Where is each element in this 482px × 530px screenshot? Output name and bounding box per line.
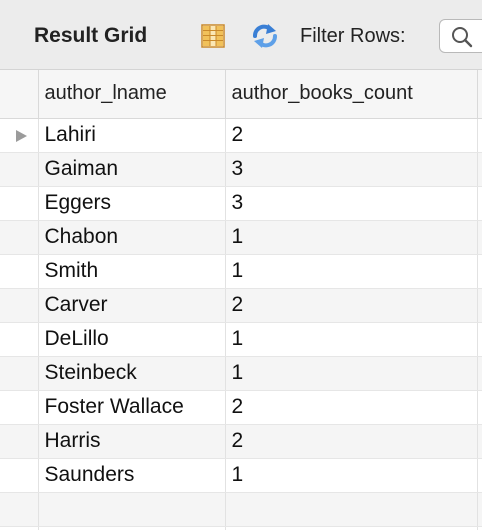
empty-row xyxy=(0,526,482,530)
cell-author-books-count[interactable]: 2 xyxy=(225,288,478,323)
empty-cell xyxy=(477,526,482,530)
cell-author-books-count[interactable]: 1 xyxy=(225,220,478,255)
row-selector-header[interactable] xyxy=(0,70,39,119)
cell-author-lname[interactable]: Foster Wallace xyxy=(38,390,226,425)
cell-author-lname[interactable]: Carver xyxy=(38,288,226,323)
row-selector[interactable] xyxy=(0,390,39,425)
row-selector[interactable] xyxy=(0,288,39,323)
column-header-author-lname[interactable]: author_lname xyxy=(38,70,226,119)
table-row[interactable]: Foster Wallace 2 xyxy=(0,390,482,425)
cell-author-lname[interactable]: Eggers xyxy=(38,186,226,221)
result-table: author_lname author_books_count Lahiri 2 G… xyxy=(0,70,482,530)
cell-author-lname[interactable]: Gaiman xyxy=(38,152,226,187)
cell-author-lname[interactable]: Chabon xyxy=(38,220,226,255)
row-selector[interactable] xyxy=(0,186,39,221)
cell-author-books-count[interactable]: 2 xyxy=(225,424,478,459)
cell-author-books-count[interactable]: 3 xyxy=(225,186,478,221)
empty-cell xyxy=(0,526,39,530)
cell-author-books-count[interactable]: 1 xyxy=(225,254,478,289)
column-header-author-books-count[interactable]: author_books_count xyxy=(225,70,478,119)
cell-filler xyxy=(477,220,482,255)
cell-author-lname[interactable]: Harris xyxy=(38,424,226,459)
table-row[interactable]: Eggers 3 xyxy=(0,186,482,221)
filter-rows-input[interactable] xyxy=(474,24,482,48)
row-selector[interactable] xyxy=(0,118,39,153)
cell-author-books-count[interactable]: 1 xyxy=(225,322,478,357)
empty-cell xyxy=(38,492,226,527)
cell-author-lname[interactable]: DeLillo xyxy=(38,322,226,357)
empty-cell xyxy=(38,526,226,530)
header-row: author_lname author_books_count xyxy=(0,70,482,119)
table-row[interactable]: Steinbeck 1 xyxy=(0,356,482,391)
cell-author-lname[interactable]: Saunders xyxy=(38,458,226,493)
cell-filler xyxy=(477,288,482,323)
table-body: Lahiri 2 Gaiman 3 Eggers 3 Chabon 1 Smith 1 Carver… xyxy=(0,118,482,530)
empty-cell xyxy=(225,492,478,527)
row-selector[interactable] xyxy=(0,322,39,357)
cell-author-books-count[interactable]: 3 xyxy=(225,152,478,187)
cell-filler xyxy=(477,186,482,221)
empty-cell xyxy=(477,492,482,527)
cell-author-books-count[interactable]: 2 xyxy=(225,390,478,425)
table-row[interactable]: Harris 2 xyxy=(0,424,482,459)
cell-filler xyxy=(477,424,482,459)
table-row[interactable]: Chabon 1 xyxy=(0,220,482,255)
filter-rows-label: Filter Rows: xyxy=(300,25,406,47)
row-selector[interactable] xyxy=(0,152,39,187)
cell-author-lname[interactable]: Lahiri xyxy=(38,118,226,153)
table-row[interactable]: Smith 1 xyxy=(0,254,482,289)
cell-author-lname[interactable]: Smith xyxy=(38,254,226,289)
cell-filler xyxy=(477,390,482,425)
refresh-icon[interactable] xyxy=(250,22,278,50)
cell-author-lname[interactable]: Steinbeck xyxy=(38,356,226,391)
cell-author-books-count[interactable]: 2 xyxy=(225,118,478,153)
table-row[interactable]: Carver 2 xyxy=(0,288,482,323)
row-selector[interactable] xyxy=(0,424,39,459)
column-header-filler xyxy=(477,70,482,119)
cell-author-books-count[interactable]: 1 xyxy=(225,356,478,391)
row-selector[interactable] xyxy=(0,220,39,255)
row-selector[interactable] xyxy=(0,254,39,289)
cell-filler xyxy=(477,152,482,187)
table-row[interactable]: DeLillo 1 xyxy=(0,322,482,357)
table-row[interactable]: Saunders 1 xyxy=(0,458,482,493)
grid-layout-icon[interactable] xyxy=(199,22,227,50)
filter-rows-search[interactable] xyxy=(439,19,482,53)
row-selector[interactable] xyxy=(0,458,39,493)
cell-author-books-count[interactable]: 1 xyxy=(225,458,478,493)
cell-filler xyxy=(477,254,482,289)
empty-cell xyxy=(0,492,39,527)
table-row[interactable]: Lahiri 2 xyxy=(0,118,482,153)
cell-filler xyxy=(477,458,482,493)
search-icon xyxy=(451,26,473,48)
cell-filler xyxy=(477,322,482,357)
empty-row xyxy=(0,492,482,527)
row-selector[interactable] xyxy=(0,356,39,391)
empty-cell xyxy=(225,526,478,530)
result-grid-title: Result Grid xyxy=(34,24,148,47)
row-pointer-icon xyxy=(16,129,27,142)
cell-filler xyxy=(477,356,482,391)
result-grid-toolbar: Result Grid Filter Rows: xyxy=(0,0,482,70)
result-grid: author_lname author_books_count Lahiri 2 G… xyxy=(0,70,482,530)
cell-filler xyxy=(477,118,482,153)
table-row[interactable]: Gaiman 3 xyxy=(0,152,482,187)
